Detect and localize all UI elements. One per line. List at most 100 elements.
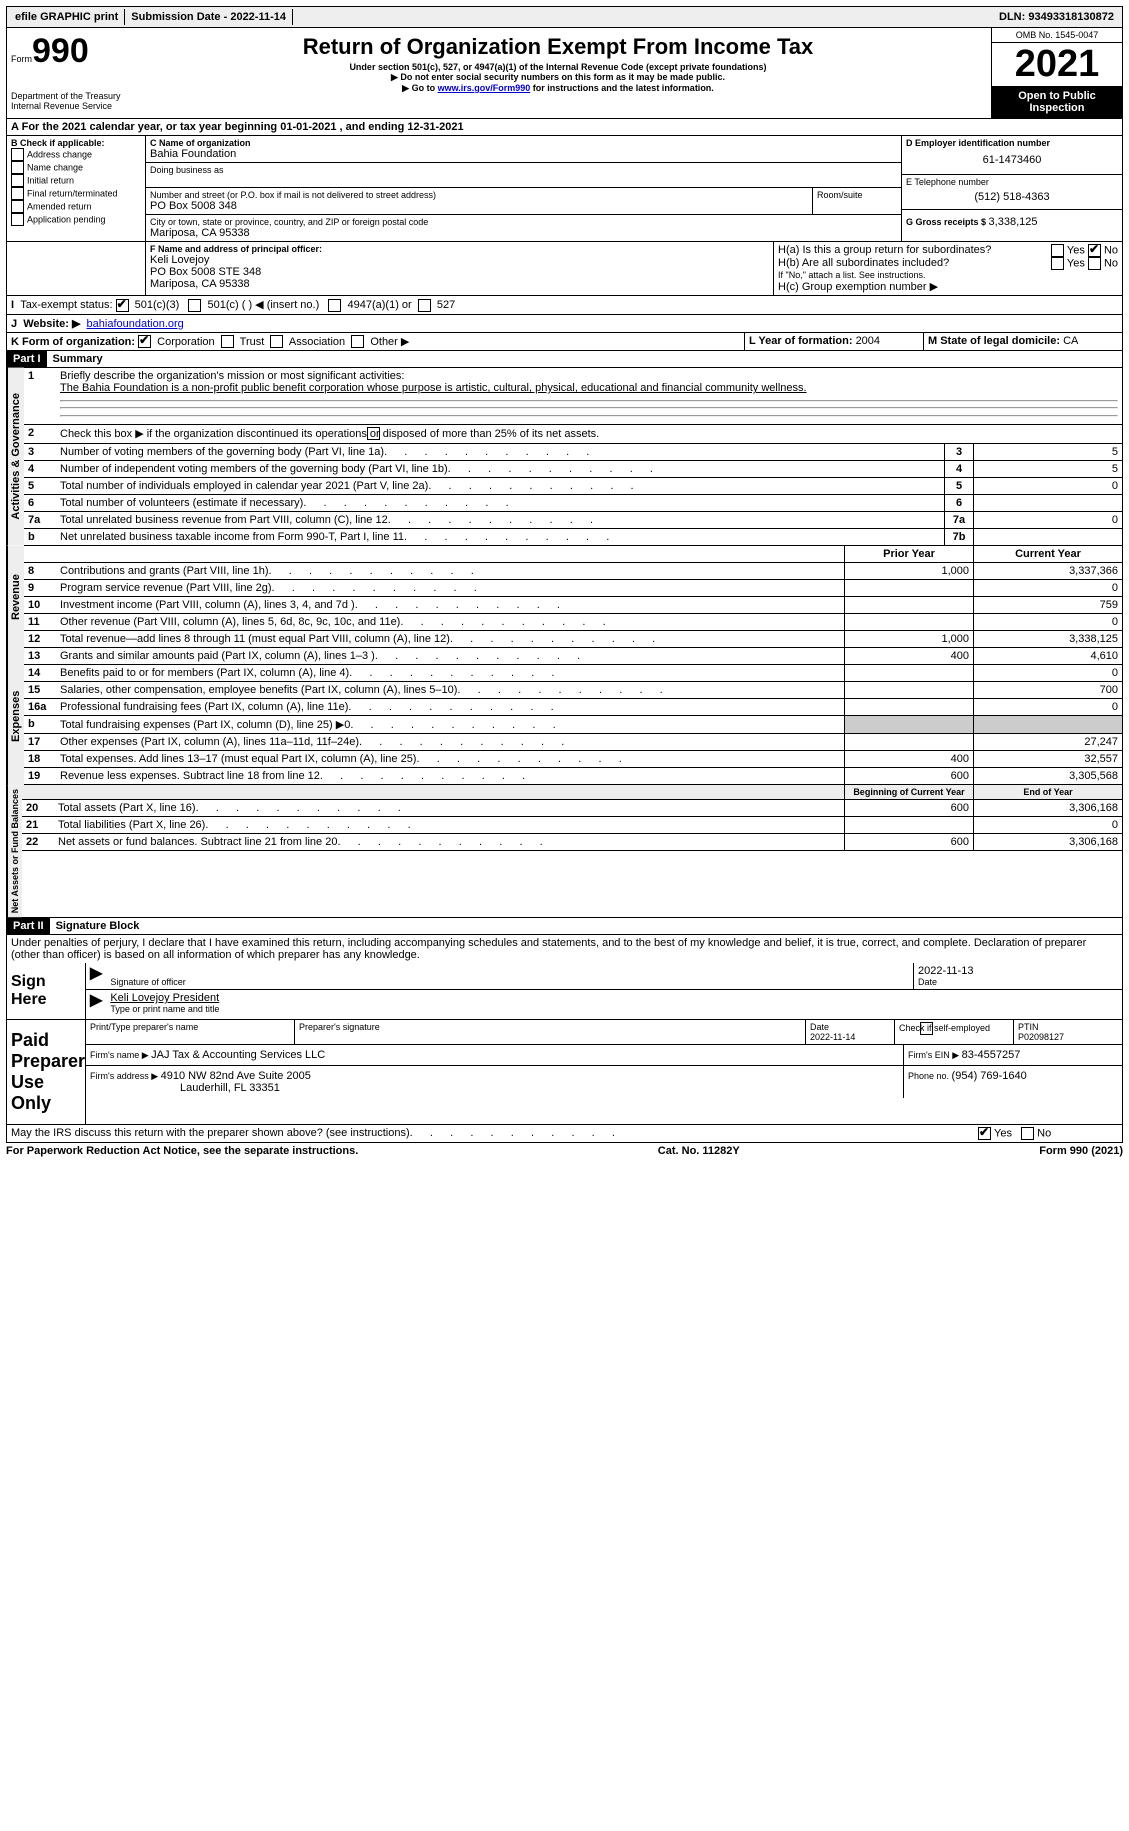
section-bcdeg: B Check if applicable: Address change Na… [6, 136, 1123, 242]
summary-row: 14Benefits paid to or for members (Part … [24, 665, 1122, 682]
org-city: Mariposa, CA 95338 [150, 227, 897, 239]
subtitle-3: ▶ Go to www.irs.gov/Form990 for instruct… [129, 83, 987, 94]
dept-treasury: Department of the Treasury [11, 91, 121, 101]
summary-row: 7aTotal unrelated business revenue from … [24, 512, 1122, 529]
form-number-cell: Form990 Department of the Treasury Inter… [7, 28, 125, 118]
checkbox-4947[interactable] [328, 299, 341, 312]
summary-row: 16aProfessional fundraising fees (Part I… [24, 699, 1122, 716]
checkbox-irs-yes[interactable] [978, 1127, 991, 1140]
checkbox-irs-no[interactable] [1021, 1127, 1034, 1140]
summary-row: 5Total number of individuals employed in… [24, 478, 1122, 495]
irs-link[interactable]: www.irs.gov/Form990 [438, 83, 531, 93]
ein: 61-1473460 [906, 148, 1118, 172]
mission-text: The Bahia Foundation is a non-profit pub… [60, 382, 807, 394]
checkbox-discontinued[interactable] [367, 427, 380, 440]
checkbox-501c3[interactable] [116, 299, 129, 312]
org-name: Bahia Foundation [150, 148, 897, 160]
submission-date: Submission Date - 2022-11-14 [125, 9, 293, 25]
subtitle-2: ▶ Do not enter social security numbers o… [129, 72, 987, 83]
tax-year: 2021 [992, 43, 1122, 86]
header: Form990 Department of the Treasury Inter… [6, 28, 1123, 119]
subtitle-1: Under section 501(c), 527, or 4947(a)(1)… [129, 62, 987, 72]
summary-row: 22Net assets or fund balances. Subtract … [22, 834, 1122, 851]
summary-row: 21Total liabilities (Part X, line 26)0 [22, 817, 1122, 834]
box-deg: D Employer identification number 61-1473… [902, 136, 1122, 241]
box-c: C Name of organization Bahia Foundation … [146, 136, 902, 241]
box-klm: K Form of organization: Corporation Trus… [6, 333, 1123, 352]
officer-printed-name: Keli Lovejoy President [110, 992, 1118, 1004]
title-cell: Return of Organization Exempt From Incom… [125, 28, 991, 118]
box-b: B Check if applicable: Address change Na… [7, 136, 146, 241]
net-assets-section: Net Assets or Fund Balances Beginning of… [6, 785, 1123, 918]
irs-label: Internal Revenue Service [11, 101, 121, 111]
vtab-activities: Activities & Governance [7, 368, 24, 546]
expenses-section: Expenses 13Grants and similar amounts pa… [6, 648, 1123, 785]
vtab-expenses: Expenses [7, 648, 24, 785]
year-cell: OMB No. 1545-0047 2021 Open to Public In… [991, 28, 1122, 118]
checkbox-final-return[interactable] [11, 187, 24, 200]
form-title: Return of Organization Exempt From Incom… [129, 34, 987, 60]
summary-row: 4Number of independent voting members of… [24, 461, 1122, 478]
firm-phone: (954) 769-1640 [952, 1070, 1027, 1082]
section-fh: F Name and address of principal officer:… [6, 242, 1123, 296]
box-i: I Tax-exempt status: 501(c)(3) 501(c) ( … [6, 296, 1123, 315]
summary-row: 11Other revenue (Part VIII, column (A), … [24, 614, 1122, 631]
summary-row: 3Number of voting members of the governi… [24, 444, 1122, 461]
checkbox-pending[interactable] [11, 213, 24, 226]
checkbox-501c[interactable] [188, 299, 201, 312]
officer-name: Keli Lovejoy [150, 254, 769, 266]
line-a: A For the 2021 calendar year, or tax yea… [6, 119, 1123, 136]
preparer-date: 2022-11-14 [810, 1032, 855, 1042]
website-link[interactable]: bahiafoundation.org [87, 318, 184, 330]
year-formation: 2004 [856, 335, 880, 347]
checkbox-527[interactable] [418, 299, 431, 312]
perjury-declaration: Under penalties of perjury, I declare th… [6, 935, 1123, 963]
summary-row: bNet unrelated business taxable income f… [24, 529, 1122, 546]
telephone: (512) 518-4363 [906, 187, 1118, 207]
checkbox-hb-no[interactable] [1088, 257, 1101, 270]
omb-number: OMB No. 1545-0047 [992, 28, 1122, 43]
summary-row: 19Revenue less expenses. Subtract line 1… [24, 768, 1122, 785]
page-footer: For Paperwork Reduction Act Notice, see … [6, 1143, 1123, 1159]
summary-row: 6Total number of volunteers (estimate if… [24, 495, 1122, 512]
firm-name: JAJ Tax & Accounting Services LLC [151, 1049, 325, 1061]
checkbox-other[interactable] [351, 335, 364, 348]
part2-header: Part II Signature Block [6, 918, 1123, 935]
summary-row: 12Total revenue—add lines 8 through 11 (… [24, 631, 1122, 648]
summary-row: 10Investment income (Part VIII, column (… [24, 597, 1122, 614]
may-irs-discuss: May the IRS discuss this return with the… [6, 1125, 1123, 1143]
top-bar: efile GRAPHIC print Submission Date - 20… [6, 6, 1123, 28]
checkbox-hb-yes[interactable] [1051, 257, 1064, 270]
checkbox-trust[interactable] [221, 335, 234, 348]
box-f: F Name and address of principal officer:… [146, 242, 774, 295]
checkbox-amended[interactable] [11, 200, 24, 213]
checkbox-ha-yes[interactable] [1051, 244, 1064, 257]
checkbox-name-change[interactable] [11, 161, 24, 174]
summary-row: 8Contributions and grants (Part VIII, li… [24, 563, 1122, 580]
box-j: J Website: ▶ bahiafoundation.org [6, 315, 1123, 333]
officer-sig-date: 2022-11-13 [918, 965, 1118, 977]
firm-ein: 83-4557257 [962, 1049, 1021, 1061]
summary-row: bTotal fundraising expenses (Part IX, co… [24, 716, 1122, 734]
summary-row: 18Total expenses. Add lines 13–17 (must … [24, 751, 1122, 768]
checkbox-address-change[interactable] [11, 148, 24, 161]
summary-row: 15Salaries, other compensation, employee… [24, 682, 1122, 699]
sign-here-block: Sign Here ▶ Signature of officer 2022-11… [6, 963, 1123, 1020]
firm-address: 4910 NW 82nd Ave Suite 2005 [161, 1070, 311, 1082]
efile-label: efile GRAPHIC print [9, 9, 125, 25]
form-990: 990 [32, 32, 89, 70]
gross-receipts: 3,338,125 [989, 216, 1038, 228]
summary-row: 9Program service revenue (Part VIII, lin… [24, 580, 1122, 597]
checkbox-corp[interactable] [138, 335, 151, 348]
summary-row: 13Grants and similar amounts paid (Part … [24, 648, 1122, 665]
box-h: H(a) Is this a group return for subordin… [774, 242, 1122, 295]
paid-preparer-block: Paid Preparer Use Only Print/Type prepar… [6, 1020, 1123, 1125]
org-address: PO Box 5008 348 [150, 200, 808, 212]
arrow-icon: ▶ [86, 963, 106, 989]
activities-governance: Activities & Governance 1Briefly describ… [6, 368, 1123, 546]
state-domicile: CA [1063, 335, 1078, 347]
checkbox-assoc[interactable] [270, 335, 283, 348]
checkbox-self-employed[interactable] [920, 1022, 933, 1035]
checkbox-initial-return[interactable] [11, 174, 24, 187]
checkbox-ha-no[interactable] [1088, 244, 1101, 257]
